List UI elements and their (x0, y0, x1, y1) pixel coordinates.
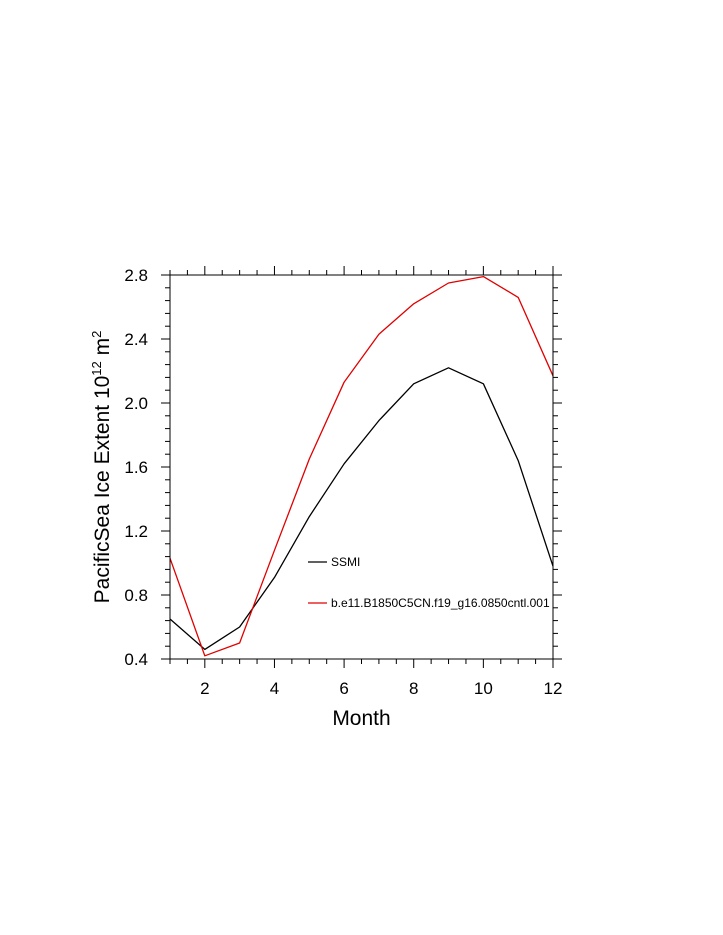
y-tick-label: 0.4 (124, 650, 148, 669)
y-axis-title-unit-exponent: 2 (89, 331, 104, 338)
x-tick-label: 10 (474, 679, 493, 698)
y-axis-title-main: PacificSea Ice Extent 10 (91, 376, 114, 604)
legend-label-model: b.e11.B1850C5CN.f19_g16.0850cntl.001 (331, 596, 550, 610)
y-axis-title-unit: m (91, 338, 114, 361)
series-line-ssmi (169, 367, 554, 651)
series-lines (169, 275, 554, 657)
legend: SSMI b.e11.B1850C5CN.f19_g16.0850cntl.00… (308, 555, 550, 610)
y-axis-title: PacificSea Ice Extent 1012 m2 (89, 331, 114, 604)
x-tick-label: 2 (200, 679, 209, 698)
y-axis-title-exponent: 12 (89, 361, 104, 375)
x-axis-title: Month (332, 707, 390, 730)
plot-frame (169, 274, 554, 660)
y-tick-label: 1.2 (124, 522, 148, 541)
series-line-model (169, 275, 554, 657)
y-tick-label: 2.4 (124, 330, 148, 349)
x-tick-label: 4 (270, 679, 279, 698)
y-tick-label: 1.6 (124, 458, 148, 477)
legend-label-ssmi: SSMI (331, 555, 360, 569)
tick-labels: 2 4 6 8 10 12 0.4 0.8 1.2 1.6 2.0 2.4 2.8 (124, 266, 562, 698)
y-tick-label: 2.8 (124, 266, 148, 285)
x-tick-label: 12 (544, 679, 563, 698)
x-tick-label: 6 (339, 679, 348, 698)
x-tick-label: 8 (409, 679, 418, 698)
y-tick-label: 0.8 (124, 586, 148, 605)
axis-ticks (161, 266, 562, 668)
y-tick-label: 2.0 (124, 394, 148, 413)
